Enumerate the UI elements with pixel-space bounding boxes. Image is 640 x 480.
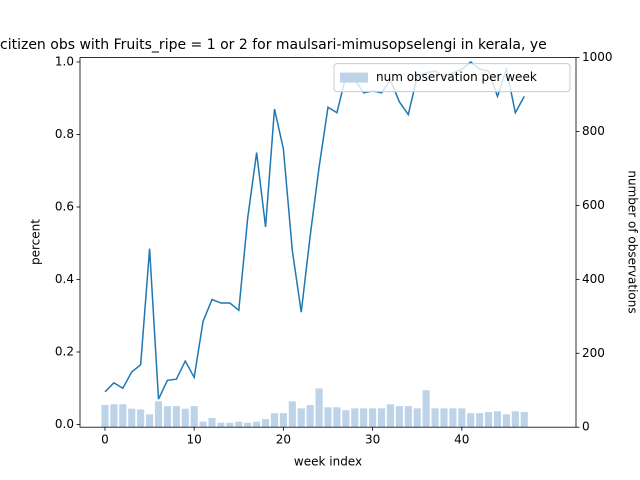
y2-tick-label: 1000 bbox=[582, 50, 613, 64]
bar bbox=[458, 408, 466, 428]
bar bbox=[485, 412, 493, 428]
y2-tick-label: 0 bbox=[582, 420, 590, 434]
legend-swatch bbox=[340, 72, 368, 83]
y-axis-label: percent bbox=[29, 219, 43, 265]
bar bbox=[404, 406, 412, 428]
y-tick-label: 0.6 bbox=[55, 199, 74, 213]
bar bbox=[208, 417, 216, 428]
bar bbox=[190, 406, 198, 428]
y-tick-label: 0.2 bbox=[55, 345, 74, 359]
y-tick-label: 1.0 bbox=[55, 54, 74, 68]
bar bbox=[137, 409, 145, 428]
bar bbox=[110, 404, 118, 428]
bar bbox=[253, 421, 261, 428]
y2-axis-label: number of observations bbox=[626, 170, 640, 313]
bar bbox=[502, 414, 510, 428]
bar bbox=[315, 388, 323, 428]
y-tick-label: 0.0 bbox=[55, 417, 74, 431]
bar bbox=[369, 408, 377, 428]
bar bbox=[351, 408, 359, 428]
y2-tick-label: 400 bbox=[582, 272, 605, 286]
bar bbox=[467, 413, 475, 428]
bar bbox=[493, 411, 502, 428]
bar bbox=[377, 408, 386, 428]
y-tick-label: 0.8 bbox=[55, 127, 74, 141]
bar bbox=[476, 413, 484, 428]
chart-title: citizen obs with Fruits_ripe = 1 or 2 fo… bbox=[0, 37, 547, 53]
bar bbox=[288, 401, 296, 428]
legend-label: num observation per week bbox=[376, 70, 537, 84]
bar bbox=[449, 408, 457, 428]
bar bbox=[270, 413, 279, 428]
x-tick-label: 30 bbox=[365, 433, 380, 447]
bar bbox=[422, 390, 430, 428]
legend-box bbox=[333, 63, 571, 93]
line bbox=[104, 60, 525, 400]
x-tick-label: 0 bbox=[101, 433, 109, 447]
bar bbox=[511, 411, 519, 428]
bar bbox=[440, 408, 448, 428]
bar bbox=[244, 422, 252, 428]
bar bbox=[226, 422, 234, 428]
x-tick-label: 10 bbox=[187, 433, 202, 447]
bar bbox=[154, 401, 163, 428]
bar bbox=[360, 408, 368, 428]
bar bbox=[395, 406, 403, 428]
bar bbox=[119, 404, 127, 428]
y2-tick-label: 200 bbox=[582, 346, 605, 360]
bar bbox=[386, 404, 395, 428]
bar bbox=[146, 414, 154, 428]
bar bbox=[163, 406, 171, 428]
plot-frame bbox=[79, 57, 577, 428]
bar bbox=[128, 408, 136, 428]
bar bbox=[199, 421, 207, 428]
bar bbox=[261, 419, 270, 428]
bar bbox=[306, 405, 314, 428]
bar bbox=[181, 408, 189, 428]
bar bbox=[333, 407, 341, 428]
bar bbox=[172, 406, 180, 428]
bar bbox=[520, 412, 528, 428]
y2-tick-label: 800 bbox=[582, 124, 605, 138]
bar bbox=[217, 422, 225, 428]
bar bbox=[279, 413, 287, 428]
x-tick-label: 20 bbox=[276, 433, 291, 447]
y-tick-label: 0.4 bbox=[55, 272, 74, 286]
bar bbox=[297, 408, 305, 428]
bar bbox=[235, 421, 243, 428]
x-tick-label: 40 bbox=[454, 433, 469, 447]
x-axis-label: week index bbox=[294, 455, 362, 469]
y2-tick-label: 600 bbox=[582, 198, 605, 212]
bar bbox=[413, 408, 421, 428]
bar bbox=[342, 410, 350, 428]
bar bbox=[324, 407, 332, 428]
bar bbox=[431, 408, 439, 428]
bar bbox=[101, 405, 109, 428]
